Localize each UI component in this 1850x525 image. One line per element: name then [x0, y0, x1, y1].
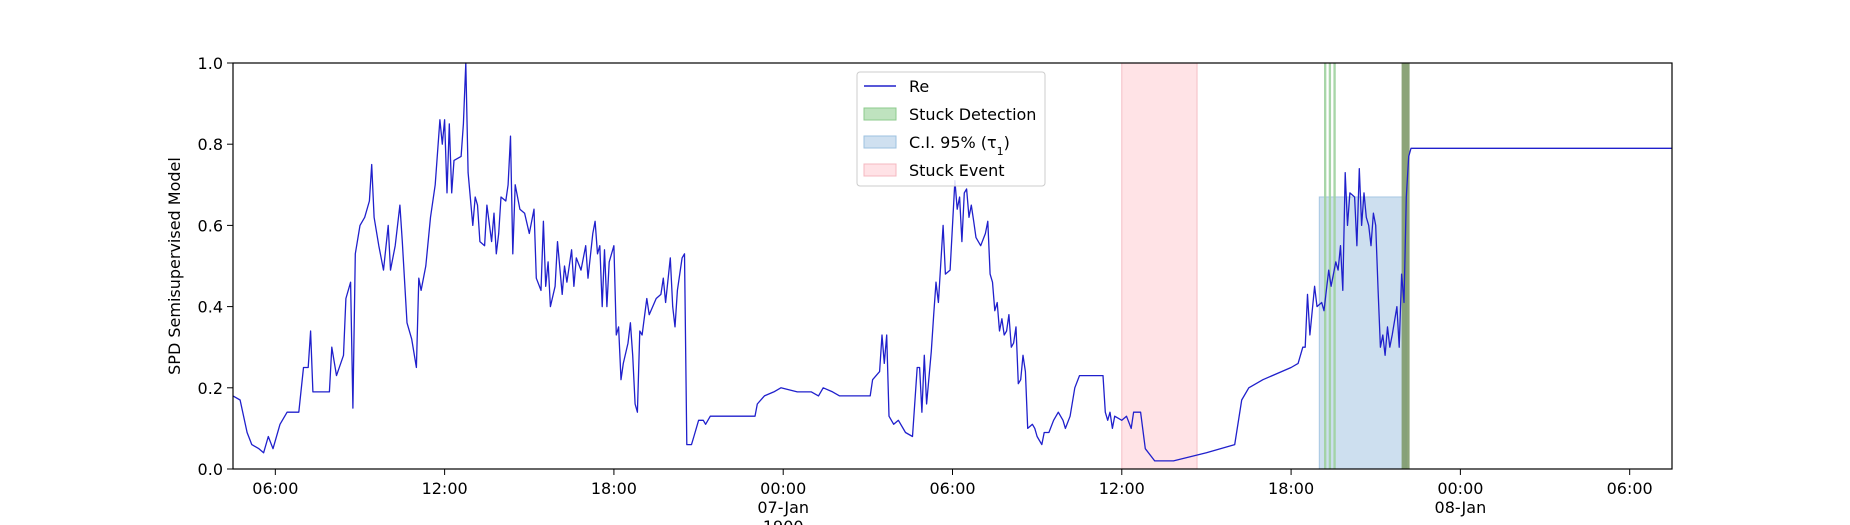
- x-tick-label: 12:00: [1099, 479, 1145, 498]
- x-tick-label: 08-Jan: [1435, 498, 1487, 517]
- region-stuck-event-0: [1121, 62, 1198, 470]
- region-stuck-detection-5: [1401, 63, 1410, 469]
- legend-swatch-stuck-event: [863, 163, 897, 177]
- region-c-i-95-1-1: [1318, 196, 1407, 470]
- y-tick-label: 0.2: [198, 379, 223, 398]
- x-tick-label: 06:00: [252, 479, 298, 498]
- y-tick-label: 1.0: [198, 54, 223, 73]
- x-axis: 06:0012:0018:0000:0007-Jan190006:0012:00…: [252, 469, 1653, 525]
- x-tick-label: 18:00: [1268, 479, 1314, 498]
- legend-swatch-c-i-95-1: [863, 135, 897, 149]
- y-tick-label: 0.8: [198, 135, 223, 154]
- x-tick-label: 18:00: [591, 479, 637, 498]
- region-stuck-detection-2: [1324, 63, 1327, 469]
- y-tick-label: 0.4: [198, 298, 223, 317]
- region-stuck-detection-3: [1328, 63, 1332, 469]
- x-tick-label: 00:00: [760, 479, 806, 498]
- legend-label-stuck-detection: Stuck Detection: [909, 105, 1036, 124]
- x-tick-label: 00:00: [1437, 479, 1483, 498]
- x-tick-label: 06:00: [929, 479, 975, 498]
- series-line-re: [232, 62, 1672, 462]
- legend-label-re: Re: [909, 77, 929, 96]
- x-tick-label: 07-Jan: [757, 498, 809, 517]
- y-axis-label: SPD Semisupervised Model: [165, 157, 184, 375]
- y-tick-label: 0.0: [198, 460, 223, 479]
- y-tick-label: 0.6: [198, 216, 223, 235]
- x-tick-label: 12:00: [422, 479, 468, 498]
- legend-swatch-stuck-detection: [863, 107, 897, 121]
- y-axis: 0.0 0.2 0.4 0.6 0.8 1.0: [198, 54, 233, 479]
- legend-subscript: 1: [997, 145, 1004, 158]
- series-lines: [232, 62, 1672, 462]
- legend-label-stuck-event: Stuck Event: [909, 161, 1005, 180]
- x-tick-label: 1900: [763, 517, 804, 525]
- shaded-regions: [1121, 62, 1410, 470]
- legend-box: [856, 71, 1046, 187]
- x-tick-label: 06:00: [1607, 479, 1653, 498]
